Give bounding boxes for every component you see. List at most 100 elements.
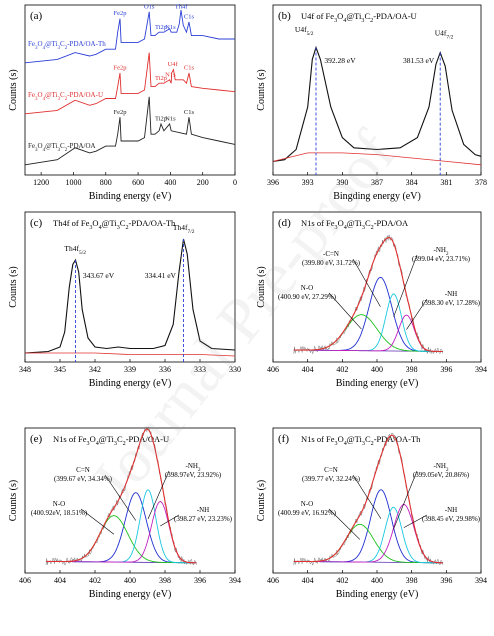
x-tick-label: 381 — [440, 178, 452, 187]
x-axis-label: Binding energy (eV) — [89, 589, 172, 600]
peak-label: Ti2p — [155, 24, 167, 31]
x-tick-label: 398 — [406, 365, 418, 374]
component-value: (398.30 eV, 17.28%) — [422, 299, 481, 307]
peak-label: U4f7/2 — [435, 29, 454, 41]
peak-label: Fe2p — [113, 65, 126, 72]
x-tick-label: 400 — [164, 178, 176, 187]
x-tick-label: 396 — [194, 576, 206, 585]
series-line — [272, 152, 482, 166]
component-label: -NH2 — [434, 462, 449, 473]
x-tick-label: 394 — [475, 365, 487, 374]
series-line — [24, 96, 236, 166]
x-tick-label: 396 — [440, 576, 452, 585]
panel-label: (a) — [30, 10, 43, 22]
x-tick-label: 394 — [475, 576, 487, 585]
peak-label: Th4f — [175, 3, 188, 10]
x-axis-label: Bingding energy (eV) — [333, 191, 421, 202]
x-tick-label: 402 — [89, 576, 101, 585]
x-axis-label: Binding energy (eV) — [89, 191, 172, 202]
peak-label: Th4f5/2 — [64, 244, 86, 256]
x-tick-label: 396 — [267, 178, 279, 187]
panel-label: (e) — [30, 433, 43, 445]
series-line — [25, 352, 236, 357]
x-tick-label: 398 — [159, 576, 171, 585]
peak-label: Ti2p — [155, 116, 167, 123]
component-pointer — [406, 298, 428, 330]
component-label: -NH — [445, 290, 457, 298]
y-axis-label: Counts (s) — [8, 266, 19, 307]
component-pointer — [352, 474, 382, 519]
x-tick-label: 400 — [371, 365, 383, 374]
x-tick-label: 342 — [89, 365, 101, 374]
fit-envelope — [293, 434, 443, 564]
component-value: (398.97eV, 23.92%) — [165, 471, 222, 479]
legend-entry: Fe3O4@Ti3C2-PDA/OA-Th — [28, 40, 106, 51]
panel-title: Th4f of Fe3O4@Ti3C2-PDA/OA-Th — [53, 218, 176, 231]
panel-label: (d) — [278, 217, 291, 229]
y-axis-label: Counts (s) — [256, 266, 267, 307]
peak-label: 381.53 eV — [403, 56, 435, 65]
x-tick-label: 200 — [197, 178, 209, 187]
x-tick-label: 406 — [19, 576, 31, 585]
panel-b: 396 393 390 387 384 381 378 Bingding energy (eV… — [256, 4, 487, 202]
component-label: -NH2 — [434, 246, 449, 257]
peak-label: N1s — [165, 116, 176, 123]
x-tick-label: 406 — [267, 365, 279, 374]
component-value: (399.67 eV, 34.34%) — [54, 475, 113, 483]
peak-label: U4f — [168, 61, 179, 68]
fit-component — [293, 523, 443, 564]
peak-label: Fe2p — [113, 10, 126, 17]
fit-envelope — [46, 428, 197, 564]
series-line — [24, 52, 236, 115]
y-axis-label: Counts (s) — [8, 480, 19, 521]
y-axis-label: Counts (s) — [256, 69, 267, 110]
x-tick-label: 348 — [19, 365, 31, 374]
fit-component — [293, 276, 443, 352]
panel-label: (c) — [30, 217, 43, 229]
component-value: (398.45 eV, 29.98%) — [422, 515, 481, 523]
panel-title: N1s of Fe3O4@Ti3C2-PDA/OA-U — [53, 434, 169, 447]
peak-label: 334.41 eV — [145, 271, 177, 280]
component-value: (400.99 eV, 16.92%) — [278, 509, 337, 517]
peak-label: U4f5/2 — [295, 25, 314, 37]
x-axis-label: Binding energy (eV) — [336, 378, 419, 389]
x-tick-label: 339 — [124, 365, 136, 374]
component-label: -NH2 — [186, 462, 201, 473]
x-tick-label: 404 — [54, 576, 66, 585]
x-tick-label: 393 — [302, 178, 314, 187]
component-value: (399.04 eV, 23.71%) — [412, 255, 471, 263]
component-value: (400.92eV, 18.51%) — [31, 509, 88, 517]
panel-label: (b) — [278, 10, 291, 22]
fit-component — [46, 489, 197, 564]
panel-label: (f) — [278, 433, 289, 445]
fit-component — [293, 489, 443, 564]
peak-label: 392.28 eV — [324, 56, 356, 65]
x-tick-label: 394 — [229, 576, 241, 585]
x-tick-label: 400 — [124, 576, 136, 585]
panel-d: 406 404 402 400 398 396 394 Binding energy (eV)… — [256, 211, 487, 389]
component-label: N-O — [53, 500, 65, 508]
legend-entry: Fe3O4@Ti3C2-PDA/OA — [28, 142, 96, 153]
fit-component — [46, 492, 197, 564]
x-tick-label: 600 — [132, 178, 144, 187]
x-axis-label: Binding energy (eV) — [336, 589, 419, 600]
x-tick-label: 378 — [475, 178, 487, 187]
x-tick-label: 345 — [54, 365, 66, 374]
y-axis-label: Counts (s) — [8, 69, 19, 110]
panel-title: N1s of Fe3O4@Ti3C2-PDA/OA-Th — [301, 434, 421, 447]
x-tick-label: 336 — [159, 365, 171, 374]
component-pointer — [393, 470, 418, 530]
x-tick-label: 396 — [440, 365, 452, 374]
fit-envelope — [293, 237, 443, 353]
component-value: (399.05eV, 20.86%) — [413, 471, 470, 479]
component-label: -NH — [197, 506, 209, 514]
component-pointer — [80, 508, 115, 535]
component-pointer — [147, 470, 170, 520]
peak-label: N1s — [165, 24, 176, 31]
panel-title: N1s of Fe3O4@Ti3C2-PDA/OA — [301, 218, 409, 231]
peak-label: N1s — [165, 71, 176, 78]
plot-frame — [24, 4, 236, 176]
peak-label: Ti2p — [155, 75, 167, 82]
x-tick-label: 404 — [302, 576, 314, 585]
